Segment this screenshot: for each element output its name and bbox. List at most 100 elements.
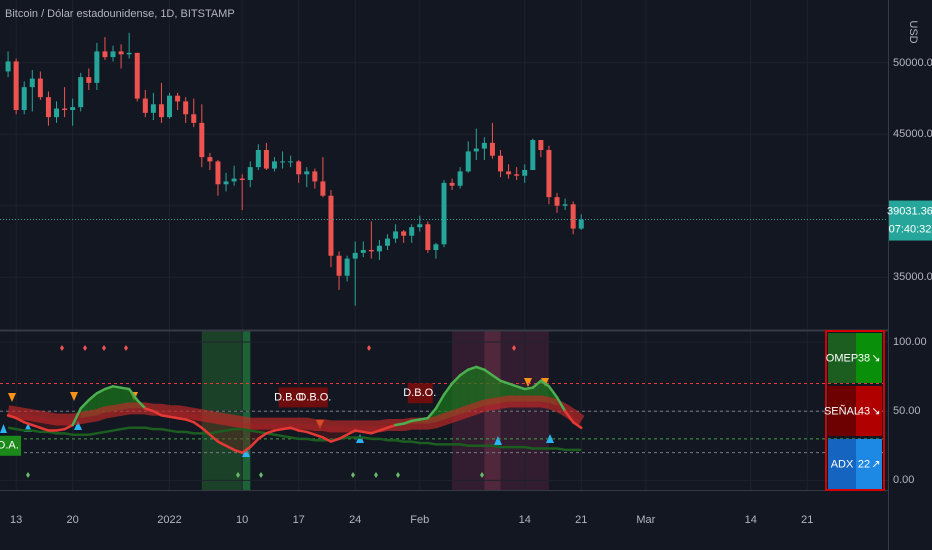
omep-segment [305, 430, 317, 436]
buy-marker [494, 436, 502, 445]
dot-markers [26, 472, 484, 478]
annotation-label: D.B.O. [298, 391, 331, 403]
table-value: 22 [858, 458, 870, 470]
candle-body [78, 77, 84, 108]
candle-body [167, 95, 173, 118]
candle-body [207, 157, 213, 162]
candle-body [126, 52, 132, 55]
candle-body [86, 77, 92, 83]
omep-fill [484, 369, 493, 406]
omep-segment [345, 429, 357, 436]
y-tick-label: 50000.00 [893, 57, 932, 69]
omep-segment [370, 429, 381, 435]
candle-body [393, 231, 399, 239]
omep-segment [386, 423, 397, 430]
last-price-box [889, 200, 932, 241]
omep-segment [337, 433, 349, 441]
sell-marker [70, 392, 78, 401]
candle-body [498, 155, 504, 172]
table-value-cell [856, 439, 882, 489]
omep-segment [515, 385, 526, 391]
omep-segment [418, 416, 430, 421]
x-tick-label: 21 [801, 514, 813, 526]
omep-segment [458, 368, 470, 377]
omep-segment [257, 432, 268, 441]
y-tick-label: 0.00 [893, 474, 914, 486]
countdown-label: 07:40:32 [889, 223, 932, 235]
omep-segment [523, 386, 535, 391]
omep-segment [394, 422, 405, 427]
table-name-cell [828, 386, 856, 436]
x-tick-label: 24 [349, 514, 361, 526]
omep-segment [224, 444, 236, 452]
candle-body [401, 231, 407, 236]
omep-segment [297, 429, 309, 434]
candle-body [199, 122, 205, 158]
table-frame [825, 330, 885, 491]
table-value: 38 [858, 352, 870, 364]
candle-body [538, 140, 544, 150]
omep-segment [192, 421, 204, 430]
omep-segment [571, 421, 583, 430]
table-value-cell [856, 386, 882, 436]
top-dots [60, 345, 516, 351]
omep-segment [176, 416, 187, 421]
last-price-label: 39031.36 [887, 205, 932, 217]
annotation-box [302, 387, 328, 408]
omep-segment [103, 385, 115, 391]
candle-body [231, 178, 237, 182]
candle-body [288, 161, 294, 163]
omep-segment [14, 416, 26, 424]
omep-segment [95, 387, 107, 395]
candle-body [425, 224, 431, 250]
candle-body [360, 250, 366, 253]
candle-body [37, 78, 43, 98]
candle-body [320, 181, 326, 196]
omep-segment [208, 433, 220, 443]
annotation-box [0, 435, 22, 456]
annotation-box [407, 383, 433, 404]
candle-body [29, 78, 35, 88]
candle-body [570, 204, 576, 229]
omep-segment [442, 382, 454, 396]
candle-body [183, 101, 189, 115]
candle-body [352, 252, 358, 259]
candle-body [481, 142, 487, 149]
candle-body [150, 104, 156, 113]
candle-body [473, 148, 479, 152]
candle-body [312, 171, 318, 182]
table-trend: ↘ [871, 352, 880, 364]
candle-body [522, 170, 528, 176]
omep-segment [321, 436, 333, 443]
omep-fill [476, 366, 485, 409]
omep-segment [531, 379, 543, 389]
omep-segment [216, 440, 228, 448]
candle-body [142, 98, 148, 113]
candle-body [13, 61, 19, 110]
omep-segment [135, 398, 147, 410]
omep-segment [483, 368, 494, 377]
omep-fill [452, 375, 461, 417]
omep-segment [6, 414, 18, 420]
omep-segment [378, 426, 389, 432]
sell-marker [8, 393, 16, 402]
candle-body [215, 161, 221, 185]
omep-segment [79, 398, 91, 410]
signal-band [7, 395, 585, 433]
omep-segment [144, 407, 155, 413]
omep-segment [353, 429, 365, 434]
candle-body [344, 258, 350, 276]
candle-body [554, 197, 560, 206]
candle-body [223, 181, 229, 185]
candle-body [239, 178, 245, 180]
candle-body [45, 97, 51, 118]
candle-body [417, 224, 423, 228]
omep-segment [329, 437, 341, 443]
table-name: OMEP [826, 352, 858, 364]
buy-marker [546, 434, 554, 443]
omep-segment [31, 423, 42, 430]
omep-segment [547, 385, 559, 399]
sell-marker [524, 378, 532, 387]
